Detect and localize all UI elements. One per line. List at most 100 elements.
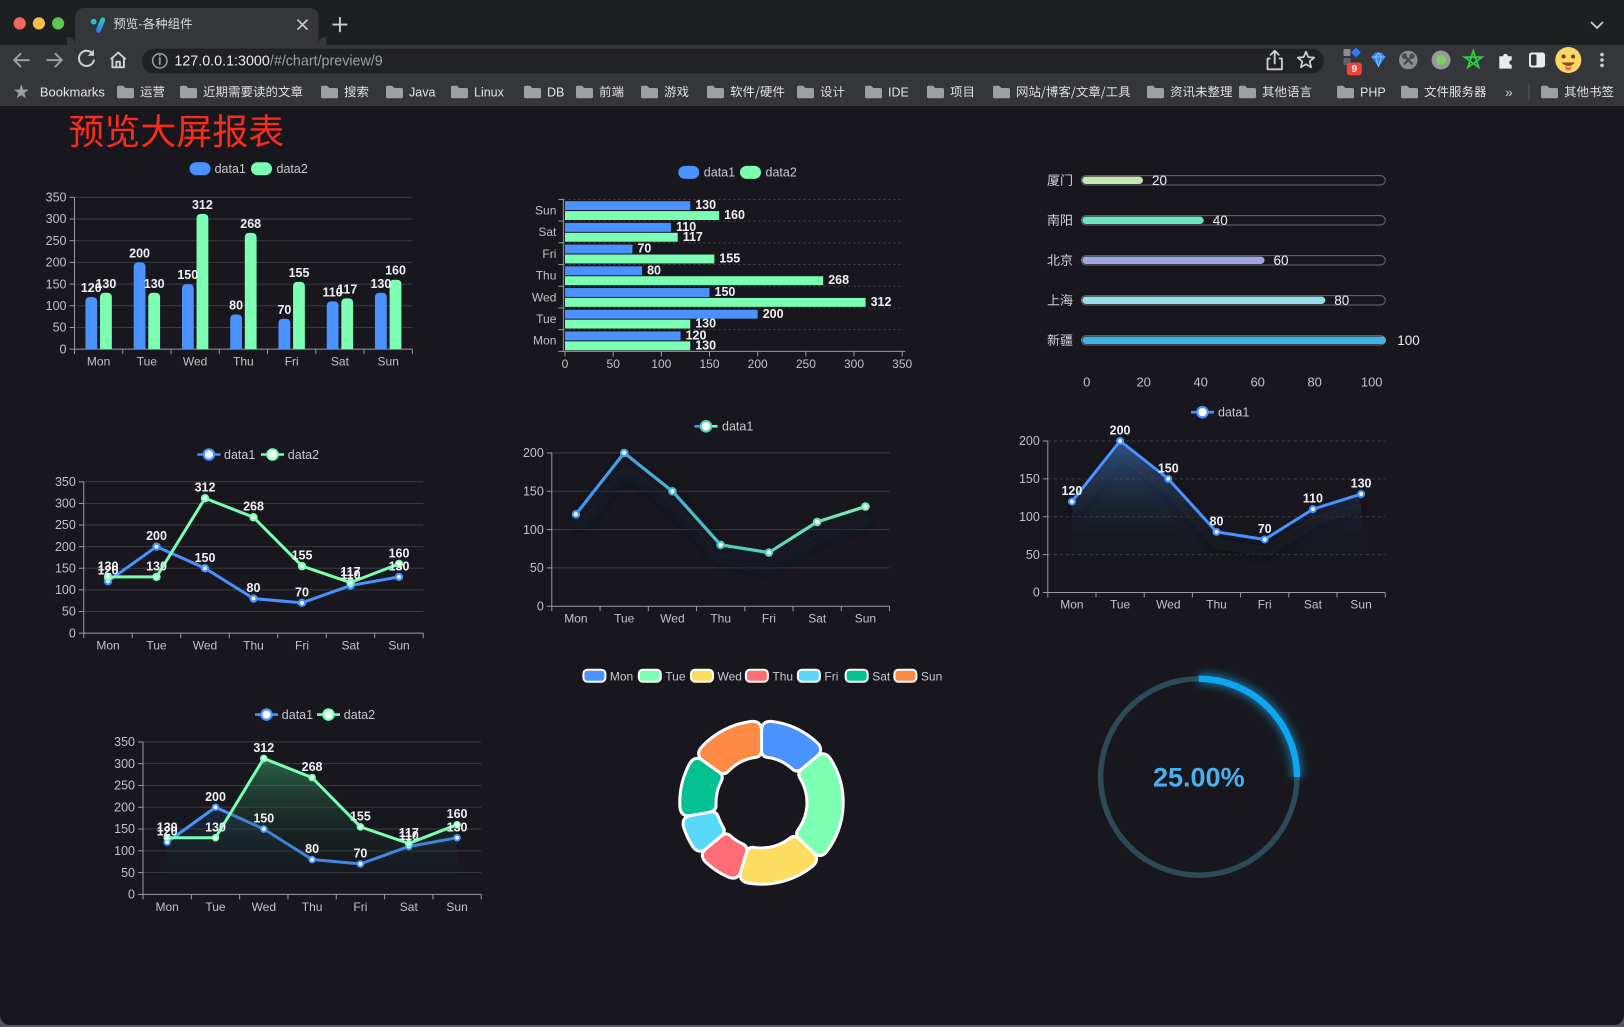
svg-text:110: 110 xyxy=(399,829,419,843)
svg-text:200: 200 xyxy=(46,256,67,270)
svg-text:80: 80 xyxy=(647,263,661,277)
svg-text:Thu: Thu xyxy=(243,639,264,653)
svg-text:130: 130 xyxy=(144,277,165,291)
svg-text:250: 250 xyxy=(46,234,67,248)
svg-text:Sun: Sun xyxy=(855,612,876,626)
svg-text:130: 130 xyxy=(95,277,116,291)
svg-text:100: 100 xyxy=(651,357,671,371)
svg-text:150: 150 xyxy=(523,484,544,498)
svg-text:200: 200 xyxy=(763,307,784,321)
svg-text:155: 155 xyxy=(289,266,310,280)
svg-text:100: 100 xyxy=(1019,510,1040,524)
svg-text:130: 130 xyxy=(370,277,391,291)
svg-text:0: 0 xyxy=(60,342,67,356)
svg-text:Mon: Mon xyxy=(1060,598,1083,612)
svg-text:350: 350 xyxy=(55,475,76,489)
svg-text:50: 50 xyxy=(607,357,621,371)
svg-text:Fri: Fri xyxy=(824,670,838,684)
svg-text:Linux: Linux xyxy=(474,85,505,99)
svg-text:120: 120 xyxy=(157,825,178,839)
svg-text:50: 50 xyxy=(530,561,544,575)
svg-text:70: 70 xyxy=(295,585,309,599)
svg-text:300: 300 xyxy=(114,757,135,771)
svg-text:300: 300 xyxy=(844,357,864,371)
svg-text:50: 50 xyxy=(121,866,135,880)
svg-text:Fri: Fri xyxy=(762,612,776,626)
svg-text:/#/chart/preview/9: /#/chart/preview/9 xyxy=(270,54,383,70)
svg-text:160: 160 xyxy=(389,546,410,560)
svg-text:268: 268 xyxy=(302,760,323,774)
svg-text:Sat: Sat xyxy=(872,670,891,684)
svg-text:data1: data1 xyxy=(215,162,246,176)
svg-text:9: 9 xyxy=(1352,64,1358,75)
svg-text:100: 100 xyxy=(1361,375,1383,390)
svg-text:120: 120 xyxy=(81,281,102,295)
svg-text:25.00%: 25.00% xyxy=(1153,763,1245,793)
svg-text:110: 110 xyxy=(676,220,696,234)
svg-text:150: 150 xyxy=(1019,472,1040,486)
svg-text:Fri: Fri xyxy=(295,639,309,653)
svg-text:Wed: Wed xyxy=(183,355,207,369)
svg-text:312: 312 xyxy=(253,741,274,755)
svg-text:130: 130 xyxy=(389,559,410,573)
svg-text:Sat: Sat xyxy=(400,900,419,914)
svg-text:312: 312 xyxy=(195,481,216,495)
svg-text:data1: data1 xyxy=(224,448,255,462)
svg-text:Tue: Tue xyxy=(665,670,686,684)
svg-text:60: 60 xyxy=(1274,253,1289,268)
svg-text:Sat: Sat xyxy=(341,639,360,653)
svg-text:IDE: IDE xyxy=(888,85,909,99)
svg-text:Wed: Wed xyxy=(252,900,276,914)
svg-text:PHP: PHP xyxy=(1360,85,1386,99)
svg-text:Fri: Fri xyxy=(285,355,299,369)
svg-text:100: 100 xyxy=(1397,333,1420,348)
svg-text:130: 130 xyxy=(205,820,226,834)
svg-text:70: 70 xyxy=(637,242,651,256)
svg-text:268: 268 xyxy=(240,217,261,231)
svg-text:80: 80 xyxy=(305,842,319,856)
svg-text:Sun: Sun xyxy=(535,204,556,218)
svg-text:Sat: Sat xyxy=(331,355,350,369)
svg-text:data1: data1 xyxy=(1218,406,1249,420)
svg-text:Sat: Sat xyxy=(1304,598,1323,612)
svg-text:70: 70 xyxy=(1258,522,1272,536)
svg-text:160: 160 xyxy=(447,807,468,821)
svg-text:Mon: Mon xyxy=(564,612,587,626)
svg-text:Wed: Wed xyxy=(718,670,742,684)
svg-text:Java: Java xyxy=(409,85,435,99)
svg-text:100: 100 xyxy=(46,299,67,313)
svg-text:Wed: Wed xyxy=(660,612,684,626)
svg-text:312: 312 xyxy=(871,295,892,309)
svg-text:200: 200 xyxy=(129,246,150,260)
svg-text:120: 120 xyxy=(98,564,119,578)
svg-text:Fri: Fri xyxy=(1258,598,1272,612)
svg-text:Sat: Sat xyxy=(808,612,827,626)
svg-text:Mon: Mon xyxy=(96,639,119,653)
svg-text:130: 130 xyxy=(146,559,167,573)
svg-text:130: 130 xyxy=(98,559,119,573)
svg-text:0: 0 xyxy=(1033,586,1040,600)
svg-text:Sat: Sat xyxy=(538,225,557,239)
svg-text:200: 200 xyxy=(55,540,76,554)
svg-text:127.0.0.1:3000: 127.0.0.1:3000 xyxy=(174,54,269,70)
svg-text:150: 150 xyxy=(1158,461,1179,475)
svg-text:80: 80 xyxy=(1210,514,1224,528)
svg-text:110: 110 xyxy=(340,568,360,582)
svg-text:Tue: Tue xyxy=(614,612,635,626)
svg-text:Mon: Mon xyxy=(610,670,633,684)
svg-text:20: 20 xyxy=(1136,375,1150,390)
svg-text:200: 200 xyxy=(748,357,768,371)
svg-text:Mon: Mon xyxy=(87,355,110,369)
svg-text:0: 0 xyxy=(537,599,544,613)
svg-text:130: 130 xyxy=(695,317,716,331)
svg-text:Tue: Tue xyxy=(137,355,158,369)
svg-text:data2: data2 xyxy=(277,162,308,176)
svg-text:50: 50 xyxy=(53,321,67,335)
svg-text:200: 200 xyxy=(1110,424,1131,438)
svg-text:80: 80 xyxy=(247,581,261,595)
svg-text:117: 117 xyxy=(340,565,360,579)
svg-text:130: 130 xyxy=(447,820,468,834)
svg-text:350: 350 xyxy=(892,357,912,371)
svg-text:Fri: Fri xyxy=(353,900,367,914)
svg-text:250: 250 xyxy=(55,518,76,532)
